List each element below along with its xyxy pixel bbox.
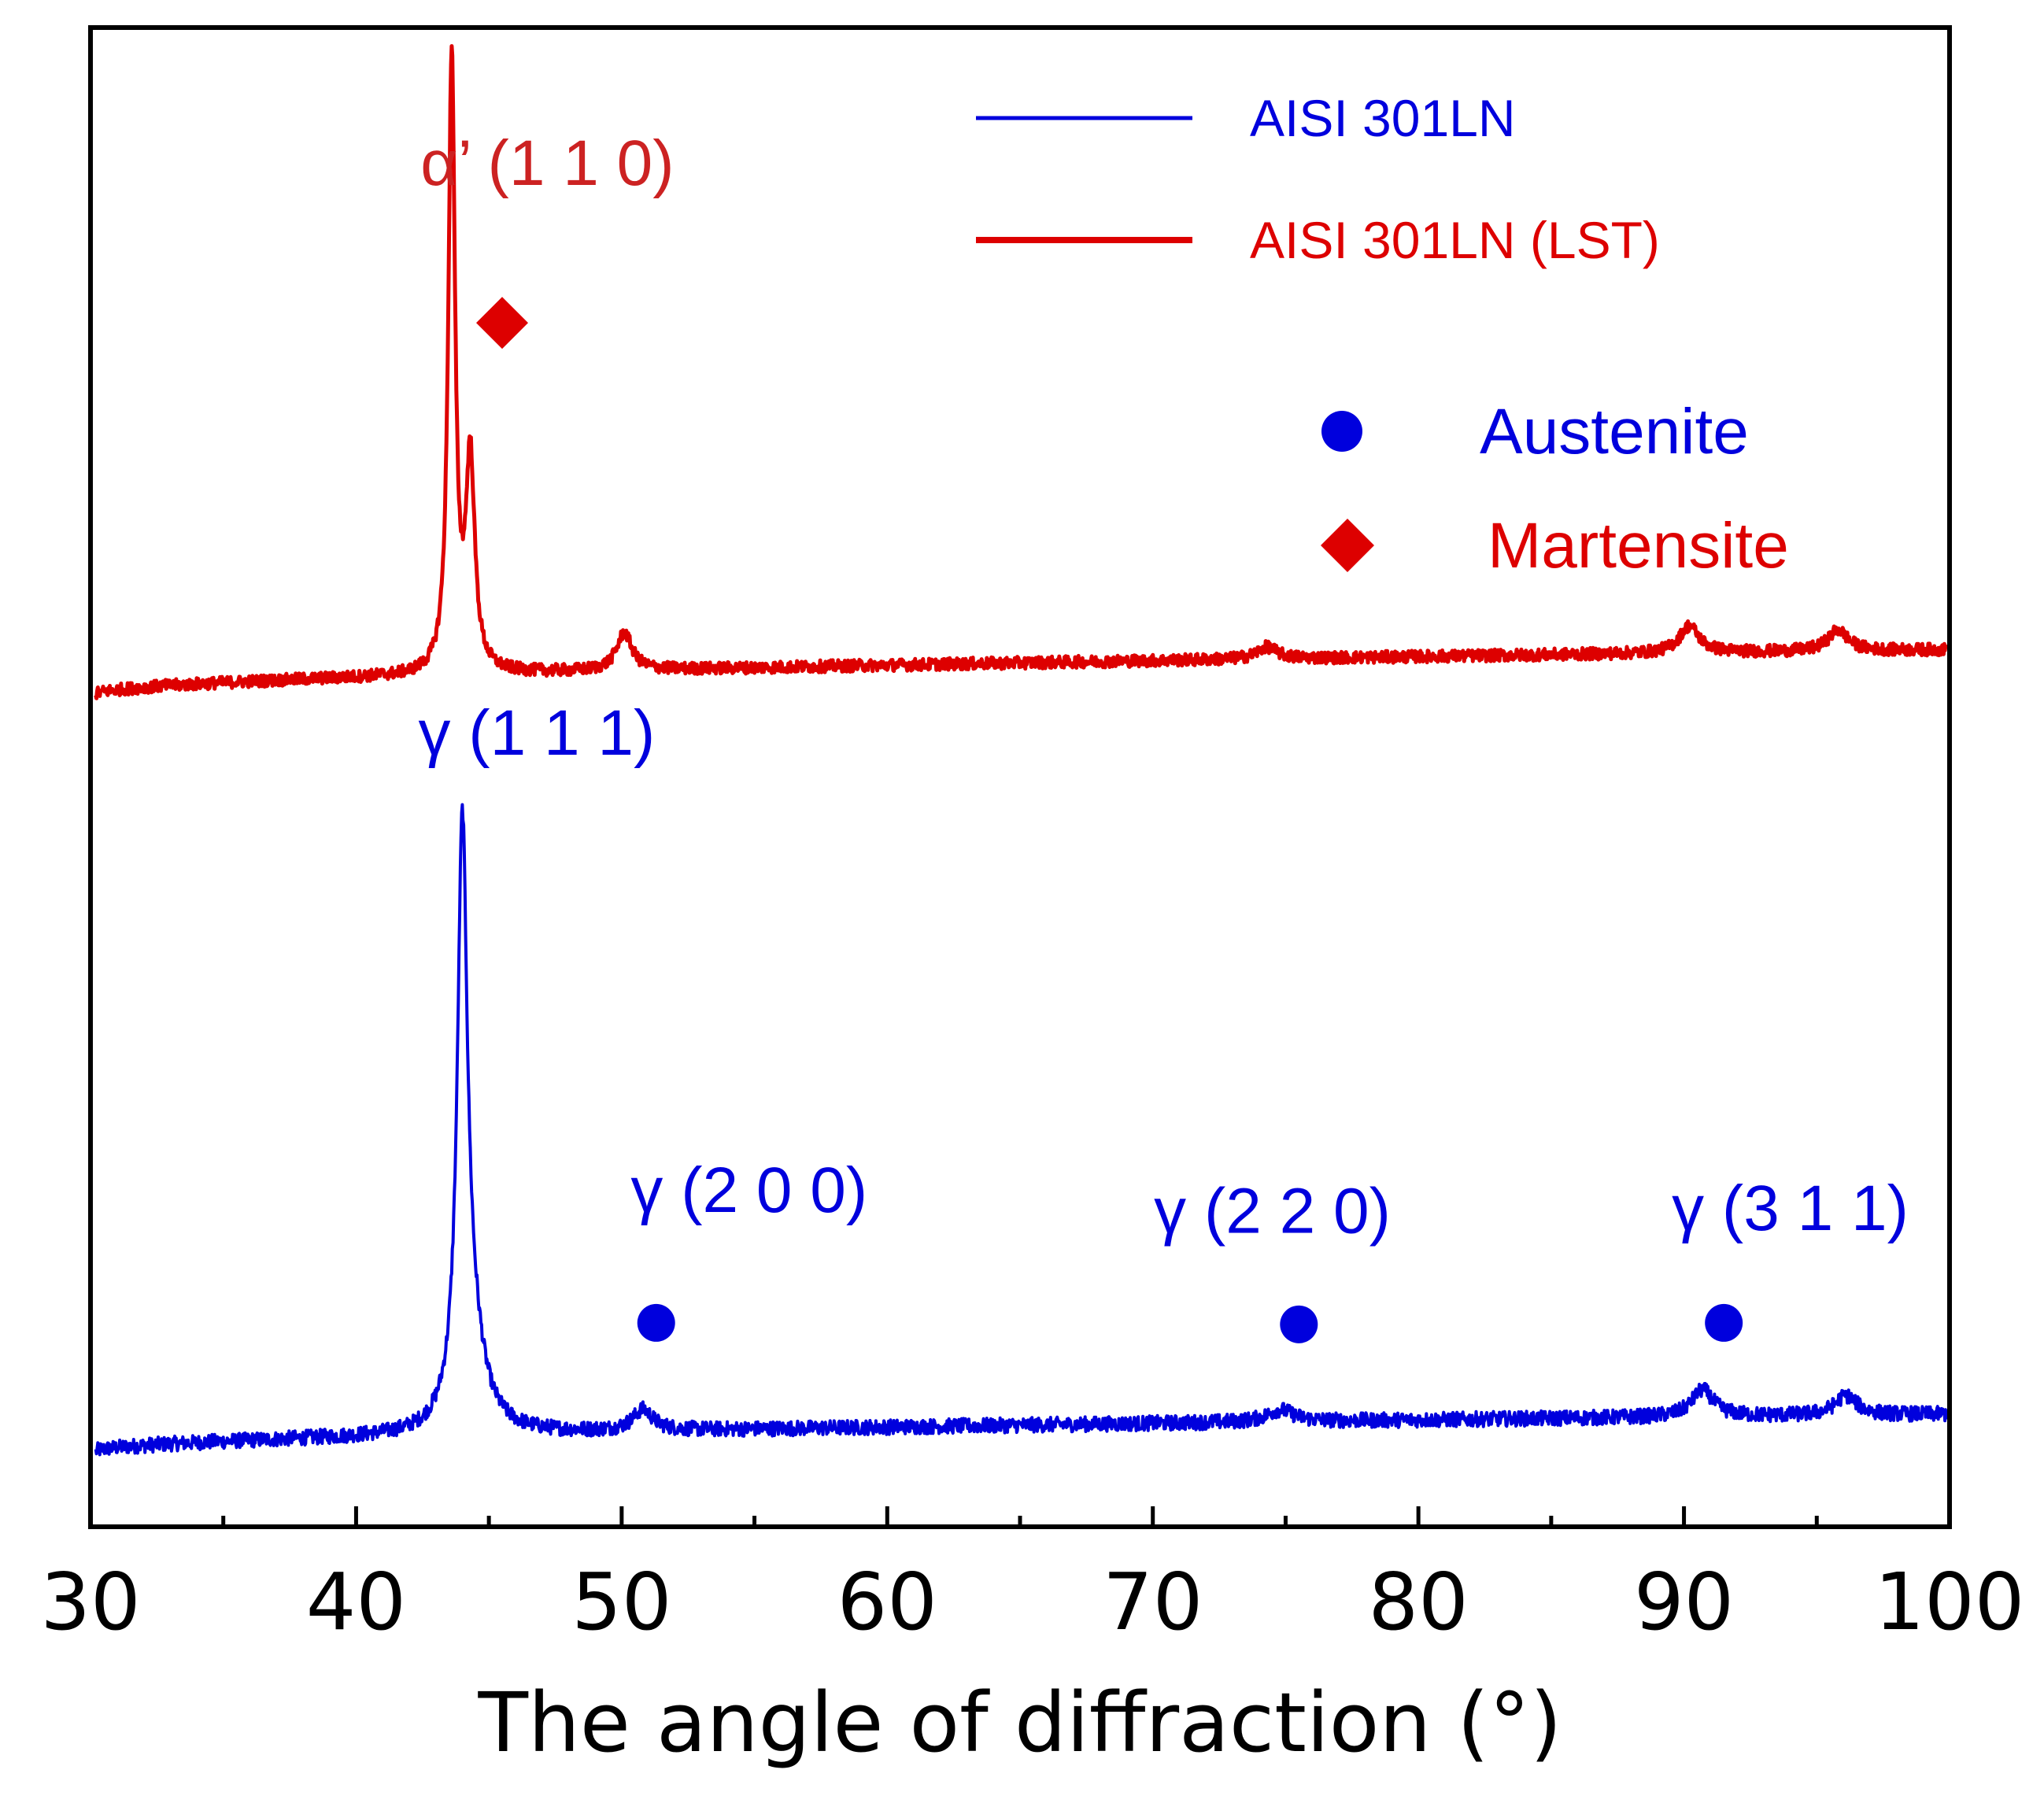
x-axis-ticks — [221, 1506, 1819, 1527]
peak-annotation: γ (3 1 1) — [1672, 1173, 1909, 1244]
annotation-group: α’ (1 1 0) γ (1 1 1) γ (2 0 0) γ (2 2 0) γ (… — [418, 127, 1908, 1247]
peak-annotation: α’ (1 1 0) — [420, 127, 674, 199]
x-tick-label: 30 — [40, 1556, 140, 1648]
legend-label-martensite: Martensite — [1488, 510, 1789, 582]
x-tick-label: 50 — [571, 1556, 671, 1648]
x-tick-label: 100 — [1875, 1556, 2025, 1648]
x-tick-label: 40 — [306, 1556, 406, 1648]
legend: AISI 301LN AISI 301LN (LST) Austenite Marte… — [976, 89, 1789, 582]
series-line-aisi-301ln-lst — [94, 44, 1949, 700]
legend-label-aisi-301ln-lst: AISI 301LN (LST) — [1250, 211, 1660, 269]
legend-label-austenite: Austenite — [1480, 396, 1749, 467]
series-line-aisi-301ln — [94, 803, 1948, 1457]
marker-group — [476, 297, 1743, 1343]
legend-label-aisi-301ln: AISI 301LN — [1250, 89, 1516, 147]
x-tick-label: 90 — [1634, 1556, 1734, 1648]
peak-annotation: γ (2 2 0) — [1154, 1176, 1391, 1247]
legend-austenite-marker — [1321, 411, 1362, 452]
x-tick-label: 60 — [837, 1556, 937, 1648]
austenite-marker — [1705, 1303, 1743, 1342]
martensite-marker — [476, 297, 529, 349]
x-tick-label: 80 — [1369, 1556, 1469, 1648]
peak-annotation: γ (2 0 0) — [630, 1155, 867, 1226]
austenite-marker — [637, 1303, 675, 1342]
austenite-marker — [1280, 1305, 1318, 1343]
x-tick-label: 70 — [1103, 1556, 1203, 1648]
peak-annotation: γ (1 1 1) — [418, 697, 655, 769]
x-axis-title: The angle of diffraction (°) — [477, 1675, 1562, 1771]
x-axis-tick-labels: 30 40 50 60 70 80 90 100 — [40, 1556, 2024, 1648]
legend-martensite-marker — [1321, 519, 1374, 572]
series-group — [94, 44, 1949, 1457]
